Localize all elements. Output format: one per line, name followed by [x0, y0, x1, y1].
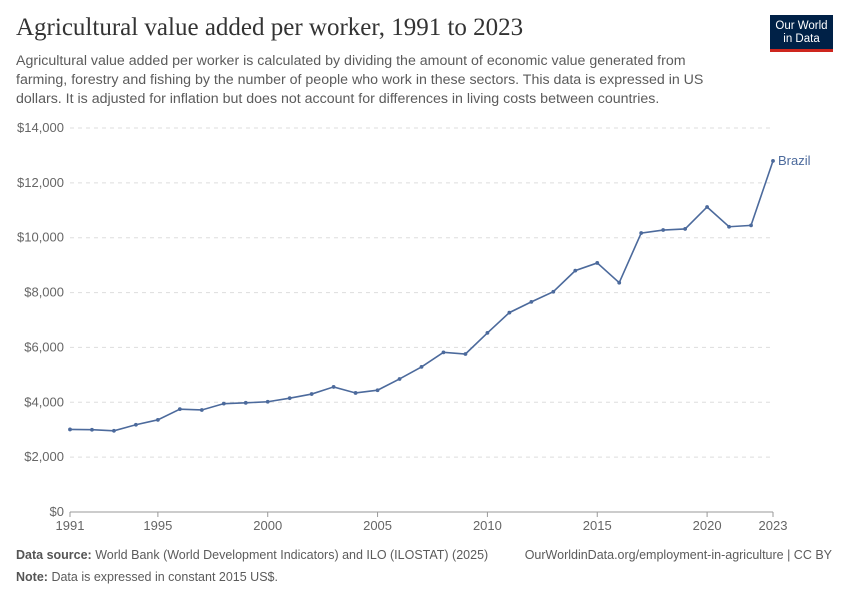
x-tick-label: 2005	[363, 518, 392, 533]
data-point	[309, 392, 314, 396]
x-tick-label: 2023	[759, 518, 788, 533]
data-point	[221, 401, 226, 406]
data-point	[507, 310, 512, 315]
series-label: Brazil	[778, 153, 811, 168]
x-tick-label: 2010	[473, 518, 502, 533]
y-tick-label: $14,000	[17, 120, 64, 135]
x-tick-label: 2020	[693, 518, 722, 533]
chart-title: Agricultural value added per worker, 199…	[16, 14, 524, 41]
series-line-brazil	[69, 160, 774, 432]
x-tick-label: 2000	[253, 518, 282, 533]
y-tick-label: $0	[50, 504, 64, 519]
data-point	[265, 399, 270, 404]
data-point	[199, 408, 204, 412]
data-point	[617, 280, 622, 285]
data-point	[595, 261, 600, 265]
data-source: Data source: World Bank (World Developme…	[16, 548, 489, 562]
data-point	[68, 427, 72, 432]
data-point	[353, 391, 358, 395]
y-tick-label: $4,000	[24, 394, 64, 409]
data-point	[485, 330, 490, 335]
data-point	[397, 377, 402, 381]
data-point	[441, 350, 446, 355]
y-tick-label: $10,000	[17, 230, 64, 245]
data-point	[134, 422, 138, 427]
x-tick-label: 2015	[583, 518, 612, 533]
data-point	[771, 159, 775, 163]
x-tick-label: 1991	[56, 518, 85, 533]
data-point	[749, 223, 753, 228]
y-tick-label: $8,000	[24, 285, 64, 300]
y-tick-label: $2,000	[24, 449, 64, 464]
data-point	[529, 299, 534, 304]
data-point	[705, 205, 709, 209]
data-point	[683, 227, 688, 231]
data-point	[639, 231, 644, 235]
data-point	[331, 385, 336, 389]
data-point	[287, 396, 292, 401]
data-point	[463, 352, 468, 356]
data-point	[112, 428, 116, 433]
data-point	[90, 427, 94, 432]
data-point	[419, 365, 424, 369]
y-tick-label: $12,000	[17, 175, 64, 190]
owid-logo[interactable]: Our World in Data	[770, 15, 833, 52]
x-tick-label: 1995	[143, 518, 172, 533]
data-point	[661, 228, 666, 232]
data-point	[551, 289, 556, 294]
data-point	[573, 268, 578, 273]
data-point	[243, 400, 248, 405]
source-url[interactable]: OurWorldinData.org/employment-in-agricul…	[524, 548, 832, 562]
data-point	[155, 417, 160, 422]
chart-subtitle: Agricultural value added per worker is c…	[16, 53, 704, 107]
data-point	[177, 407, 182, 412]
y-tick-label: $6,000	[24, 339, 64, 354]
data-point	[727, 224, 731, 229]
data-point	[375, 388, 380, 393]
note: Note: Data is expressed in constant 2015…	[16, 570, 278, 584]
